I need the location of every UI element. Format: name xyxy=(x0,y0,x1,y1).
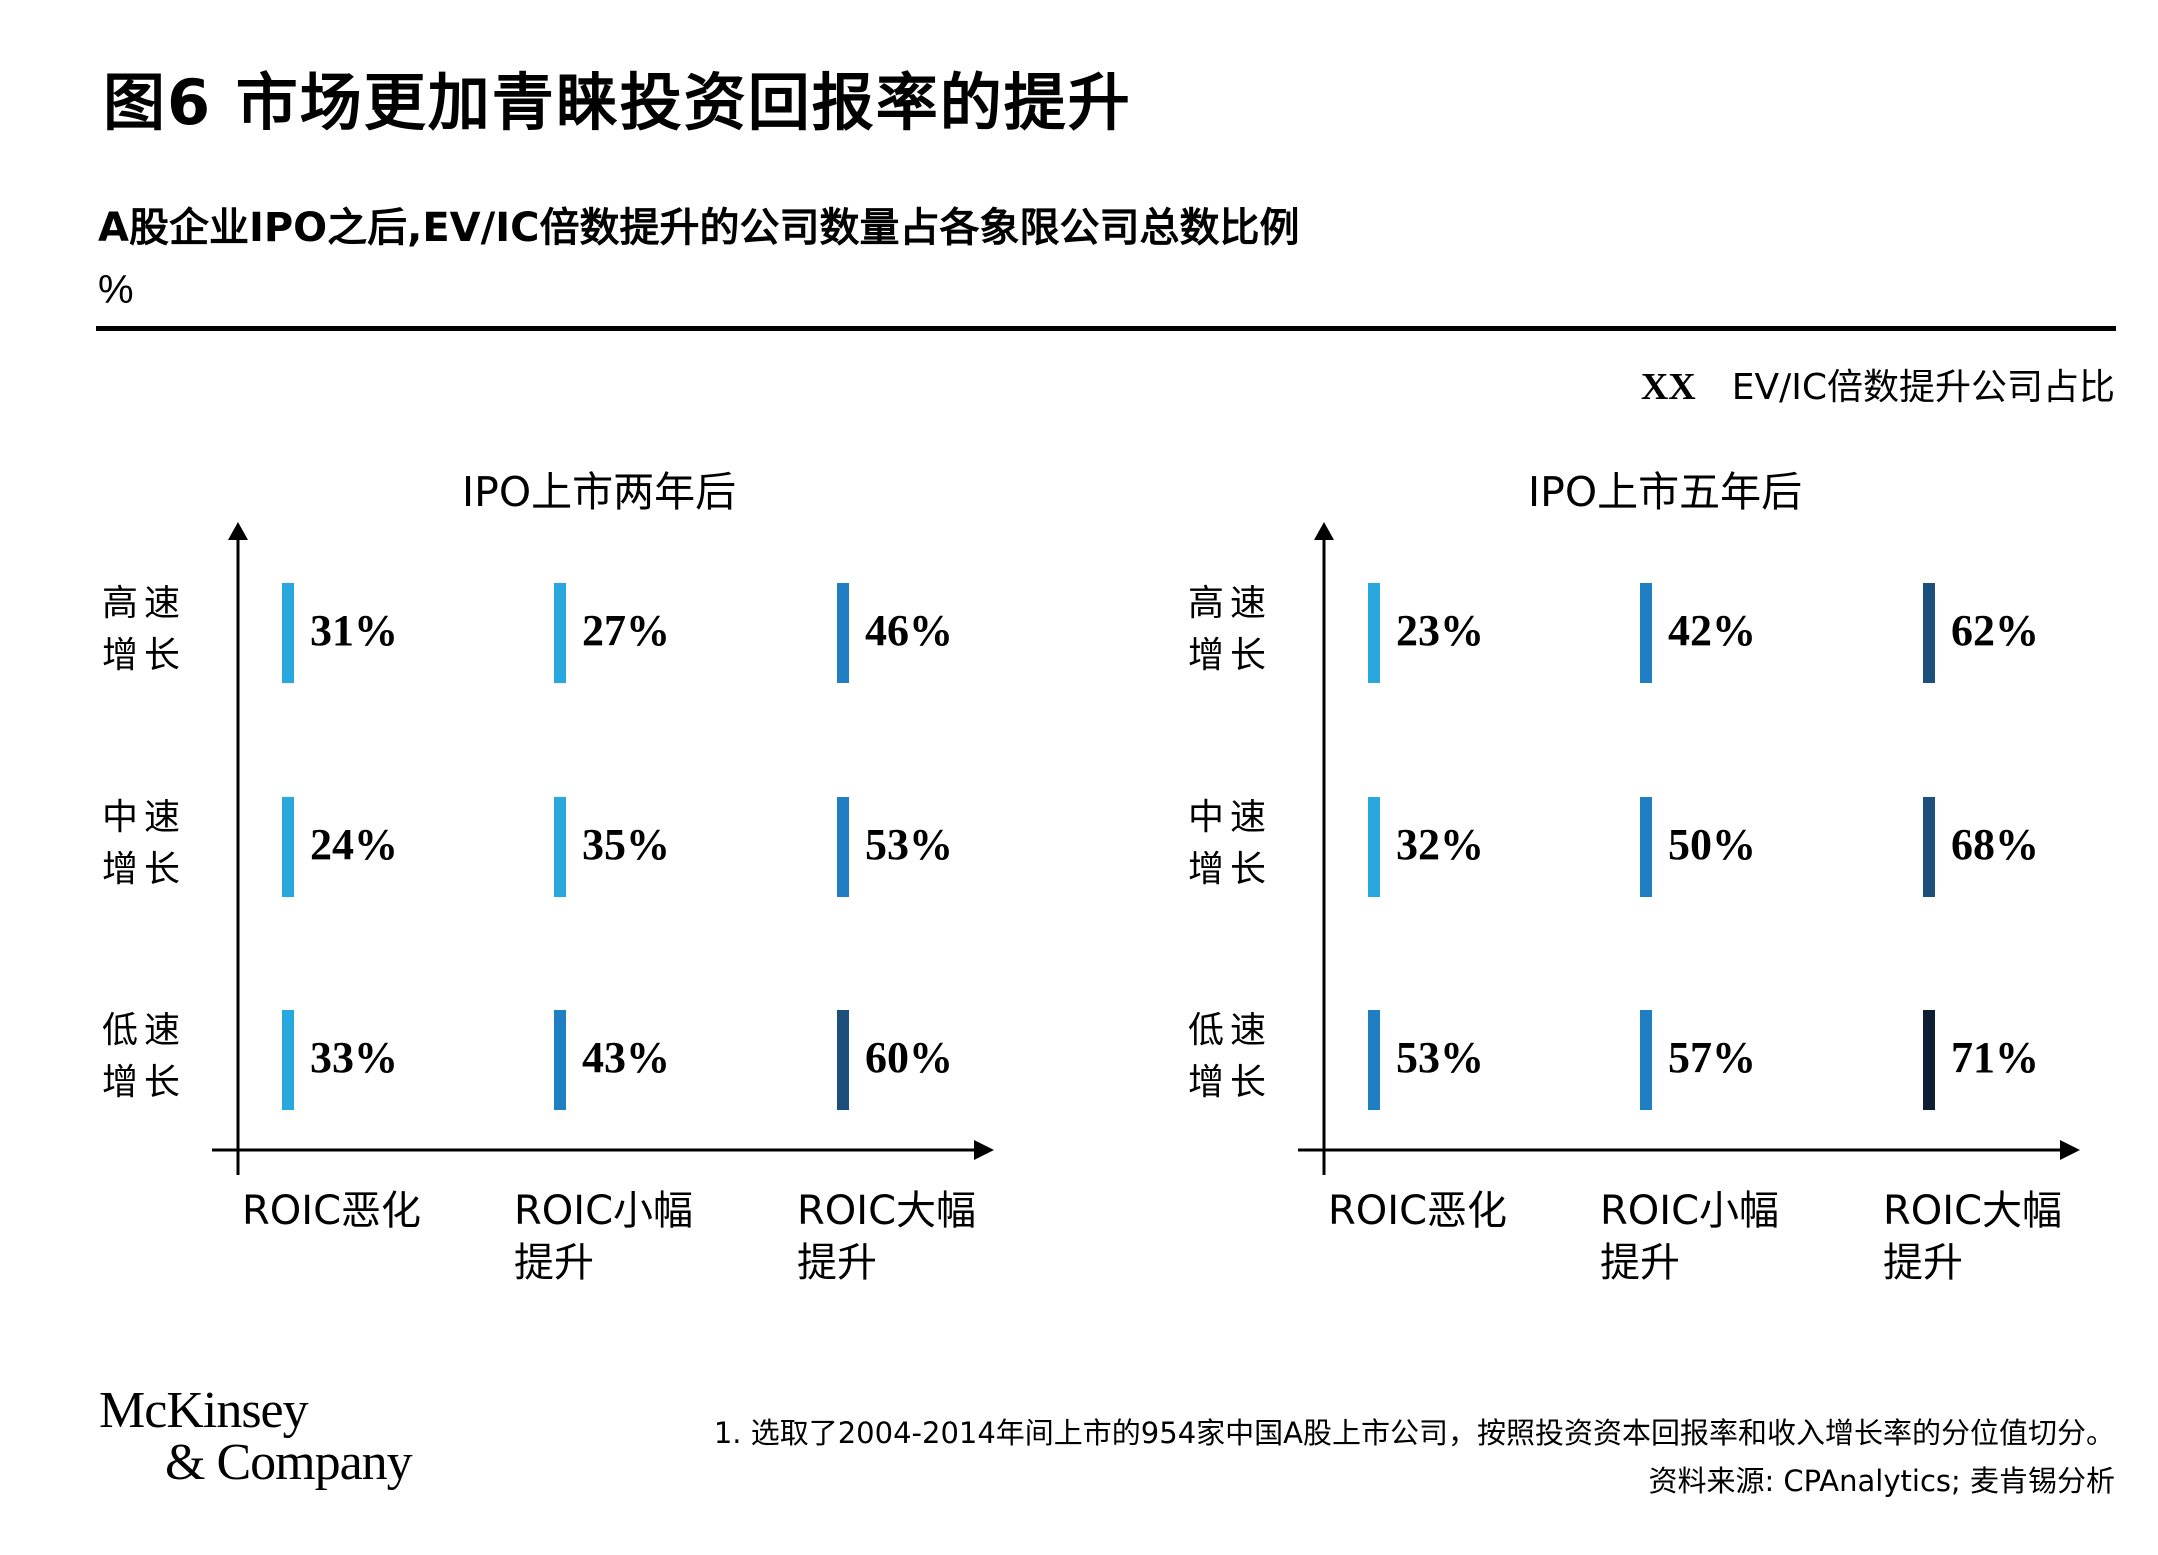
row-label-line: 增长 xyxy=(1188,1062,1273,1103)
column-label: ROIC小幅 提升 xyxy=(514,1185,744,1289)
value-bar xyxy=(837,583,849,683)
column-label-line: 提升 xyxy=(1883,1240,1963,1286)
column-label-line: 提升 xyxy=(1600,1240,1680,1286)
value-label: 46% xyxy=(865,606,953,655)
row-label-line: 增长 xyxy=(1188,849,1273,890)
row-label: 低速 增长 xyxy=(102,1005,192,1109)
x-axis-arrow xyxy=(2060,1140,2080,1160)
page-title: 图6 市场更加青睐投资回报率的提升 xyxy=(103,66,1132,139)
row-label: 高速 增长 xyxy=(102,578,192,682)
row-label-line: 增长 xyxy=(102,635,187,676)
row-label-line: 低速 xyxy=(102,1010,187,1051)
column-label: ROIC大幅 提升 xyxy=(797,1185,1027,1289)
value-bar xyxy=(1640,797,1652,897)
y-axis-arrow xyxy=(228,522,248,540)
value-bar xyxy=(554,583,566,683)
row-label: 中速 增长 xyxy=(1188,792,1278,896)
logo-line-2: & Company xyxy=(165,1434,413,1491)
column-label-line: 提升 xyxy=(797,1240,877,1286)
value-bar xyxy=(1368,797,1380,897)
y-axis-arrow xyxy=(1314,522,1334,540)
row-label: 低速 增长 xyxy=(1188,1005,1278,1109)
column-label: ROIC大幅 提升 xyxy=(1883,1185,2113,1289)
value-bar xyxy=(837,1010,849,1110)
x-axis-arrow xyxy=(974,1140,994,1160)
logo-line-1: McKinsey xyxy=(99,1382,309,1439)
header-divider xyxy=(96,326,2116,331)
column-label-line: ROIC恶化 xyxy=(1328,1188,1508,1234)
value-bar xyxy=(1923,1010,1935,1110)
value-label: 57% xyxy=(1668,1033,1756,1082)
row-label: 中速 增长 xyxy=(102,792,192,896)
quadrant-axes xyxy=(212,522,994,1175)
value-bar xyxy=(554,797,566,897)
mckinsey-logo: McKinsey & Company xyxy=(99,1382,413,1491)
value-bar xyxy=(1640,1010,1652,1110)
column-label: ROIC恶化 xyxy=(242,1185,472,1237)
value-label: 32% xyxy=(1396,820,1484,869)
column-label-line: ROIC小幅 xyxy=(514,1188,694,1234)
value-bar xyxy=(837,797,849,897)
panel-five-years: IPO上市五年后 高速 增长 中速 增长 低速 增长 ROIC恶化 ROIC小幅 提升 ROIC大幅… xyxy=(1188,440,2148,1320)
value-bar xyxy=(282,1010,294,1110)
panel-title: IPO上市五年后 xyxy=(1528,468,1803,516)
panel-two-years: IPO上市两年后 高速 增长 中速 增长 低速 增长 ROIC恶化 ROIC小幅 提升 ROIC大幅… xyxy=(102,440,1062,1320)
row-label-line: 高速 xyxy=(1188,583,1273,624)
column-label-line: ROIC大幅 xyxy=(1883,1188,2063,1234)
row-label: 高速 增长 xyxy=(1188,578,1278,682)
value-label: 71% xyxy=(1951,1033,2039,1082)
row-label-line: 低速 xyxy=(1188,1010,1273,1051)
row-label-line: 中速 xyxy=(102,797,187,838)
value-bar xyxy=(554,1010,566,1110)
value-label: 53% xyxy=(865,820,953,869)
legend-text: EV/IC倍数提升公司占比 xyxy=(1731,367,2115,408)
column-label-line: ROIC大幅 xyxy=(797,1188,977,1234)
panel-title: IPO上市两年后 xyxy=(462,468,737,516)
chart-subtitle: A股企业IPO之后,EV/IC倍数提升的公司数量占各象限公司总数比例 xyxy=(98,205,1300,251)
quadrant-axes xyxy=(1298,522,2080,1175)
value-label: 27% xyxy=(582,606,670,655)
footnote: 1. 选取了2004-2014年间上市的954家中国A股上市公司，按照投资资本回… xyxy=(713,1416,2115,1450)
value-label: 53% xyxy=(1396,1033,1484,1082)
value-bar xyxy=(282,583,294,683)
source-note: 资料来源: CPAnalytics; 麦肯锡分析 xyxy=(1648,1464,2115,1498)
unit-label: % xyxy=(98,268,134,312)
column-label-line: ROIC小幅 xyxy=(1600,1188,1780,1234)
row-label-line: 中速 xyxy=(1188,797,1273,838)
column-label: ROIC小幅 提升 xyxy=(1600,1185,1830,1289)
value-label: 24% xyxy=(310,820,398,869)
column-label-line: 提升 xyxy=(514,1240,594,1286)
value-bar xyxy=(1640,583,1652,683)
value-label: 33% xyxy=(310,1033,398,1082)
value-bar xyxy=(1368,1010,1380,1110)
row-label-line: 高速 xyxy=(102,583,187,624)
legend-key: XX xyxy=(1640,366,1696,408)
value-label: 62% xyxy=(1951,606,2039,655)
row-label-line: 增长 xyxy=(102,849,187,890)
value-label: 23% xyxy=(1396,606,1484,655)
value-bar xyxy=(1923,797,1935,897)
value-label: 50% xyxy=(1668,820,1756,869)
row-label-line: 增长 xyxy=(102,1062,187,1103)
value-label: 60% xyxy=(865,1033,953,1082)
value-bar xyxy=(1368,583,1380,683)
value-label: 31% xyxy=(310,606,398,655)
column-label-line: ROIC恶化 xyxy=(242,1188,422,1234)
value-label: 68% xyxy=(1951,820,2039,869)
value-label: 35% xyxy=(582,820,670,869)
value-label: 42% xyxy=(1668,606,1756,655)
value-label: 43% xyxy=(582,1033,670,1082)
legend: XX EV/IC倍数提升公司占比 xyxy=(1641,358,2115,410)
row-label-line: 增长 xyxy=(1188,635,1273,676)
value-bar xyxy=(282,797,294,897)
value-bar xyxy=(1923,583,1935,683)
column-label: ROIC恶化 xyxy=(1328,1185,1558,1237)
